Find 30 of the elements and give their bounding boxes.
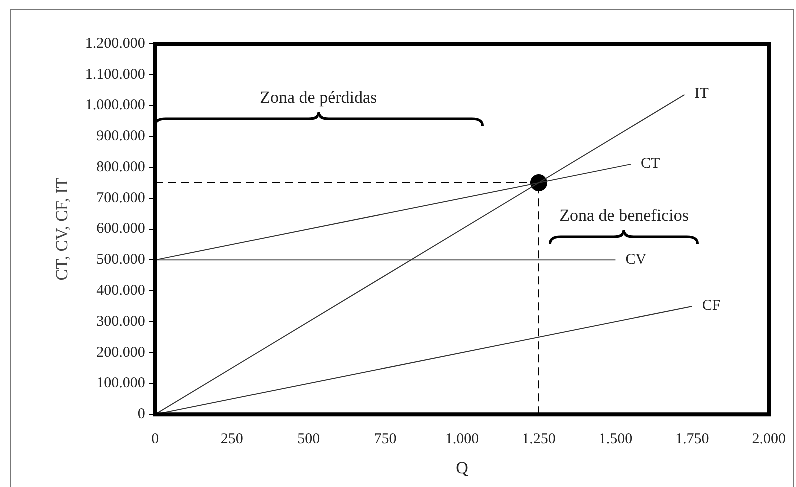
y-tick-label: 1.100.000 — [85, 66, 146, 83]
annotation: Zona de beneficios — [560, 206, 689, 226]
y-tick-label: 600.000 — [96, 221, 146, 238]
y-tick-label: 700.000 — [96, 190, 146, 206]
y-tick-label: 100.000 — [96, 376, 146, 392]
x-tick-label: 0 — [152, 432, 160, 448]
x-tick-label: 250 — [220, 432, 244, 448]
x-axis-title: Q — [456, 458, 468, 478]
y-tick-label: 0 — [138, 406, 146, 423]
series-label: CF — [702, 298, 721, 315]
series-label: CT — [641, 156, 660, 173]
y-tick-label: 300.000 — [96, 314, 146, 330]
annotation: Zona de pérdidas — [260, 88, 378, 108]
y-tick-label: 1.000.000 — [85, 98, 146, 114]
y-axis-title: CT, CV, CF, IT — [52, 177, 72, 281]
x-tick-label: 2.000 — [752, 432, 786, 448]
y-tick-label: 200.000 — [96, 344, 146, 361]
y-tick-label: 900.000 — [96, 128, 146, 145]
x-tick-label: 1.000 — [445, 432, 480, 448]
y-tick-label: 800.000 — [96, 159, 146, 176]
series-label: CV — [626, 252, 647, 269]
y-tick-label: 400.000 — [96, 283, 146, 300]
series-label: IT — [694, 86, 709, 104]
x-tick-label: 750 — [374, 432, 397, 448]
y-tick-label: 1.200.000 — [85, 36, 146, 52]
y-tick-label: 500.000 — [96, 252, 146, 268]
x-tick-label: 500 — [298, 432, 320, 448]
x-tick-label: 1.750 — [676, 432, 710, 448]
x-tick-label: 1.250 — [522, 432, 556, 448]
x-tick-label: 1.500 — [598, 432, 633, 448]
